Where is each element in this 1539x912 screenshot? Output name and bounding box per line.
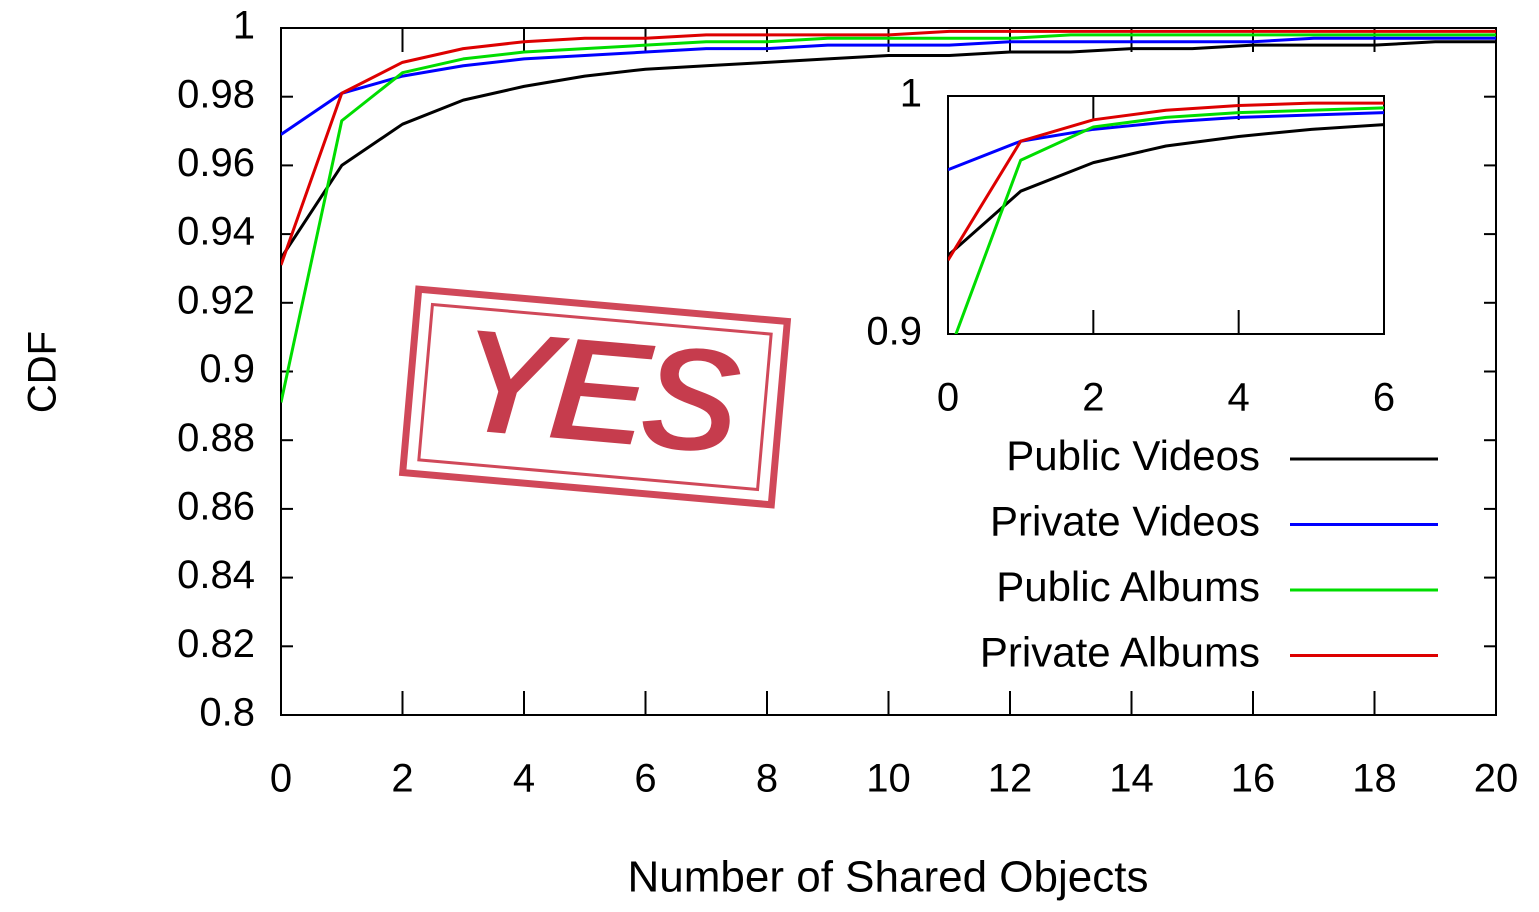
x-tick-label: 2 bbox=[1082, 376, 1104, 420]
stamp: YES bbox=[398, 285, 792, 509]
y-tick-label: 0.9 bbox=[199, 347, 255, 391]
x-tick-label: 10 bbox=[866, 757, 911, 801]
series-line bbox=[281, 36, 1496, 136]
plot-lines bbox=[948, 101, 1384, 334]
y-axis-label: CDF bbox=[21, 331, 65, 413]
series-line bbox=[954, 106, 1384, 334]
x-tick-label: 12 bbox=[988, 757, 1033, 801]
series-line bbox=[948, 101, 1384, 262]
x-tick-label: 6 bbox=[1373, 376, 1395, 420]
legend-label: Private Videos bbox=[990, 498, 1260, 545]
x-tick-label: 14 bbox=[1109, 757, 1154, 801]
legend-label: Private Albums bbox=[980, 629, 1260, 676]
y-tick-label: 0.9 bbox=[866, 310, 922, 354]
x-tick-label: 2 bbox=[391, 757, 413, 801]
x-tick-label: 8 bbox=[756, 757, 778, 801]
series-line bbox=[281, 29, 1496, 266]
x-tick-label: 4 bbox=[513, 757, 535, 801]
x-tick-label: 0 bbox=[937, 376, 959, 420]
y-tick-label: 0.92 bbox=[177, 278, 255, 322]
x-tick-label: 4 bbox=[1228, 376, 1250, 420]
y-tick-label: 0.84 bbox=[177, 553, 255, 597]
x-tick-label: 16 bbox=[1231, 757, 1276, 801]
y-tick-label: 0.86 bbox=[177, 484, 255, 528]
x-tick-label: 18 bbox=[1352, 757, 1397, 801]
series-line bbox=[281, 40, 1496, 259]
x-tick-label: 20 bbox=[1474, 757, 1519, 801]
plot-lines bbox=[281, 29, 1496, 403]
stamp-inner-border bbox=[417, 302, 773, 492]
x-axis-label: Number of Shared Objects bbox=[628, 853, 1149, 902]
y-tick-label: 1 bbox=[900, 72, 922, 116]
series-line bbox=[281, 33, 1496, 403]
stamp-text: YES bbox=[451, 295, 748, 487]
series-line bbox=[948, 123, 1384, 257]
legend-label: Public Albums bbox=[996, 563, 1260, 610]
inset-frame bbox=[947, 95, 1385, 335]
y-tick-label: 0.94 bbox=[177, 210, 255, 254]
y-tick-label: 1 bbox=[233, 4, 255, 48]
stamp-border bbox=[398, 285, 792, 509]
y-tick-label: 0.96 bbox=[177, 141, 255, 185]
x-tick-label: 6 bbox=[634, 757, 656, 801]
x-tick-label: 0 bbox=[270, 757, 292, 801]
y-tick-label: 0.82 bbox=[177, 622, 255, 666]
legend-label: Public Videos bbox=[1006, 432, 1260, 479]
y-tick-label: 0.8 bbox=[199, 691, 255, 735]
y-tick-label: 0.88 bbox=[177, 416, 255, 460]
y-tick-label: 0.98 bbox=[177, 72, 255, 116]
